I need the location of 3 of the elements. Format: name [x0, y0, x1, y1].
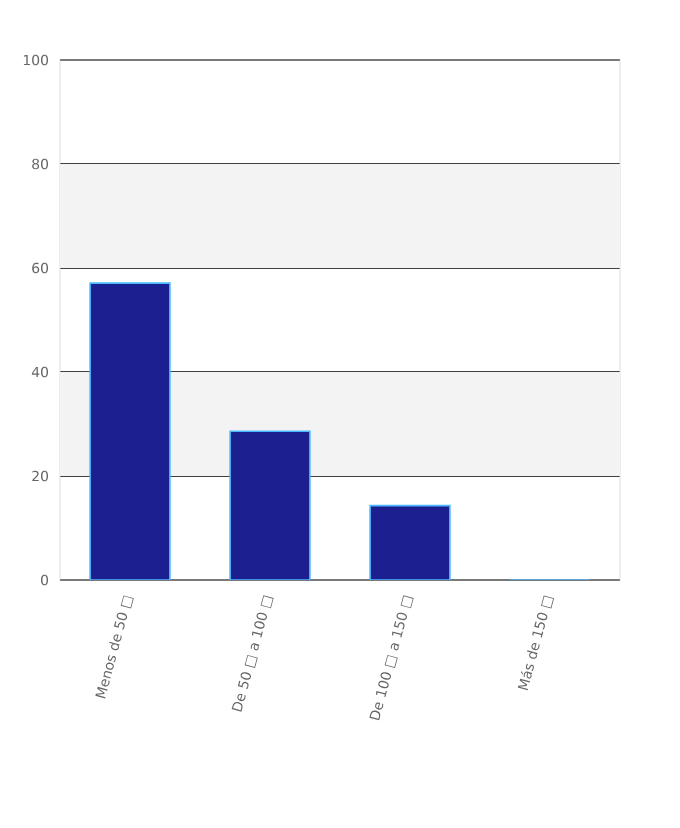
- bar: [229, 430, 311, 580]
- bar: [89, 282, 171, 580]
- bar: [370, 505, 450, 580]
